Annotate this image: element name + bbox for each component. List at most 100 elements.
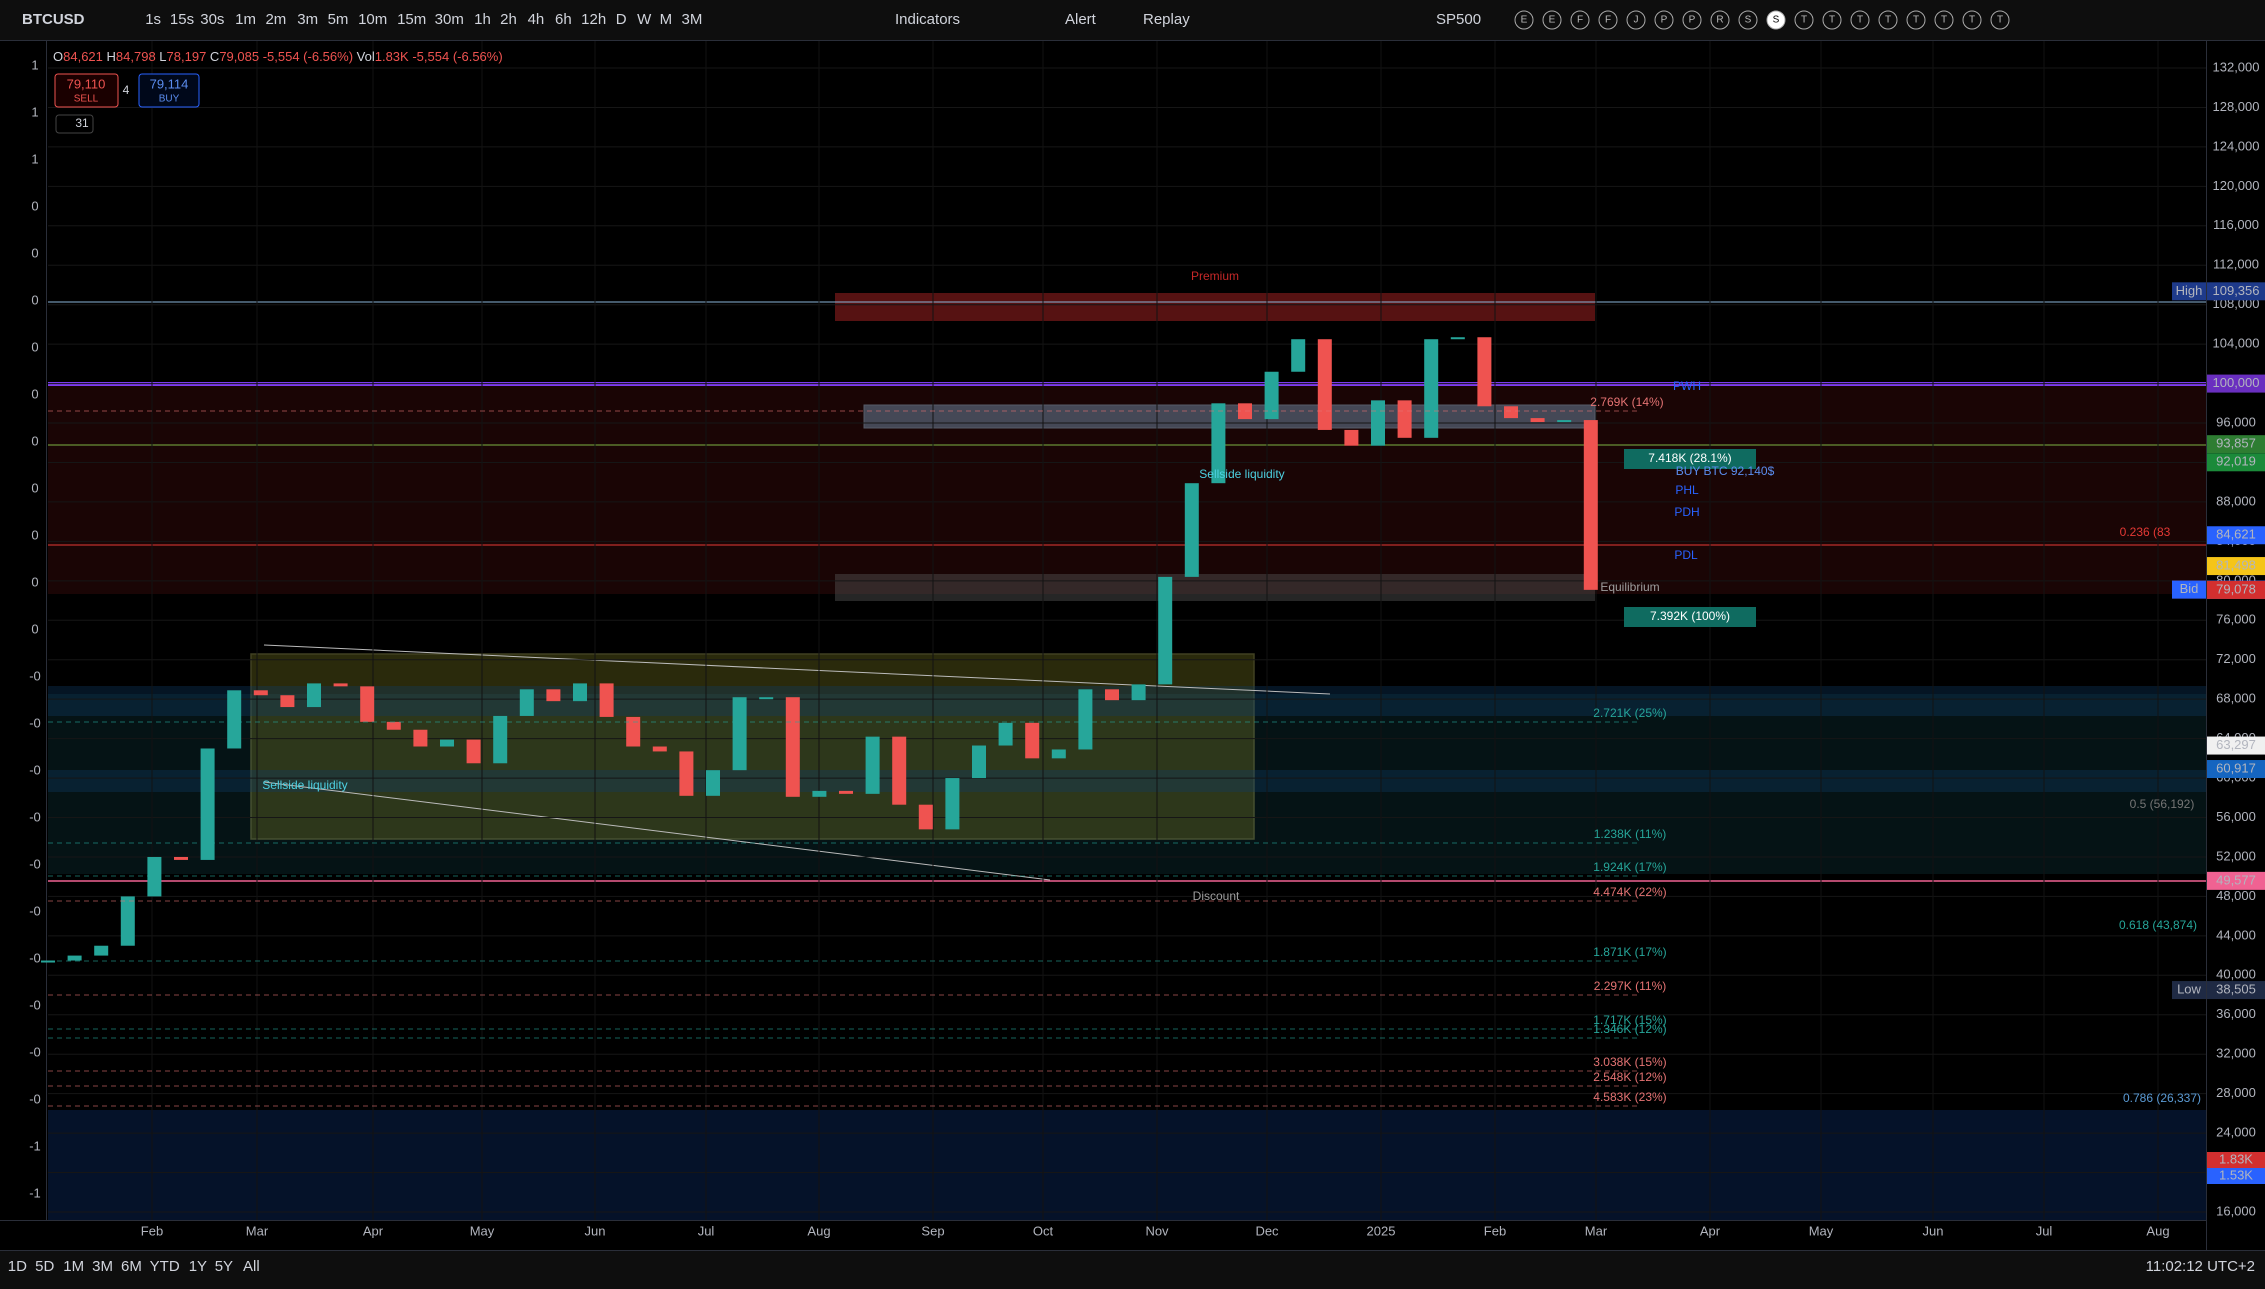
event-badge[interactable] — [1542, 10, 1562, 30]
price-bar — [573, 683, 587, 702]
interval-button[interactable]: 1s — [145, 11, 161, 28]
range-button[interactable]: YTD — [150, 1258, 180, 1275]
interval-button[interactable]: 15s — [170, 11, 194, 28]
interval-button[interactable]: 30s — [200, 11, 224, 28]
event-badge[interactable] — [1822, 10, 1842, 30]
range-button[interactable]: 5D — [35, 1258, 54, 1275]
range-button[interactable]: 1Y — [189, 1258, 207, 1275]
price-tag — [2207, 374, 2265, 393]
indicators-button[interactable]: Indicators — [895, 11, 960, 28]
interval-button[interactable]: 3M — [681, 11, 702, 28]
legend-value: 1.83K — [375, 49, 409, 64]
price-bar — [1450, 337, 1465, 340]
interval-button[interactable]: 2m — [265, 11, 286, 28]
sell-button[interactable] — [54, 73, 119, 108]
interval-button[interactable]: 30m — [435, 11, 464, 28]
price-bar — [253, 690, 268, 696]
event-badge[interactable] — [1850, 10, 1870, 30]
event-badge[interactable] — [1990, 10, 2010, 30]
event-badge[interactable] — [1738, 10, 1758, 30]
event-badge[interactable] — [1906, 10, 1926, 30]
symbol[interactable]: BTCUSD — [22, 11, 85, 28]
replay-button[interactable]: Replay — [1143, 11, 1190, 28]
price-tag-label: 93,857 — [2216, 436, 2256, 451]
interval-button[interactable]: W — [637, 11, 652, 28]
interval-button[interactable]: 5m — [328, 11, 349, 28]
interval-button[interactable]: 15m — [397, 11, 426, 28]
interval-button[interactable]: 2h — [500, 11, 517, 28]
price-bar — [626, 716, 641, 747]
y-tick-label: 124,000 — [2213, 138, 2260, 153]
event-badge[interactable] — [1514, 10, 1534, 30]
range-button[interactable]: 6M — [121, 1258, 142, 1275]
y-tick-label: 44,000 — [2216, 927, 2256, 942]
annotation: 0.618 (43,874) — [2119, 918, 2197, 932]
range-button[interactable]: 1D — [8, 1258, 27, 1275]
y-tick-label: 48,000 — [2216, 888, 2256, 903]
range-button[interactable]: All — [243, 1258, 260, 1275]
price-tag-prefix — [2172, 282, 2206, 301]
y-tick-label: 28,000 — [2216, 1085, 2256, 1100]
event-badge[interactable] — [1962, 10, 1982, 30]
event-badge[interactable] — [1682, 10, 1702, 30]
legend-value: -5,554 (-6.56%) — [263, 49, 353, 64]
buy-button[interactable] — [138, 73, 200, 108]
price-tag-prefix-label: Bid — [2180, 581, 2199, 596]
range-button[interactable]: 1M — [63, 1258, 84, 1275]
volume-tag-label: 1.53K — [2219, 1167, 2253, 1182]
price-bar — [1504, 406, 1518, 419]
event-badge[interactable] — [1626, 10, 1646, 30]
event-letter: T — [1801, 15, 1807, 26]
legend-value: O — [53, 49, 63, 64]
y-tick-label: 68,000 — [2216, 691, 2256, 706]
event-badge[interactable] — [1598, 10, 1618, 30]
interval-button[interactable]: D — [616, 11, 627, 28]
supply-zone — [835, 293, 1595, 321]
interval-button[interactable]: 12h — [581, 11, 606, 28]
legend-value: H — [107, 49, 116, 64]
event-badge[interactable] — [1766, 10, 1786, 30]
event-badge[interactable] — [1570, 10, 1590, 30]
legend-value: L — [159, 49, 166, 64]
left-scale-label: -1 — [29, 1138, 41, 1153]
annotation: Discount — [1193, 889, 1240, 903]
alert-button[interactable]: Alert — [1065, 11, 1097, 28]
price-bar — [1211, 403, 1226, 484]
left-scale-label: -0 — [29, 997, 41, 1012]
annotation: 0.5 (56,192) — [2130, 797, 2195, 811]
interval-button[interactable]: 4h — [528, 11, 545, 28]
interval-button[interactable]: 1m — [235, 11, 256, 28]
price-bar — [333, 683, 348, 687]
interval-button[interactable]: 10m — [358, 11, 387, 28]
interval-button[interactable]: 1h — [474, 11, 491, 28]
legend-value: 78,197 — [167, 49, 207, 64]
price-tag — [2207, 871, 2265, 890]
event-badge[interactable] — [1878, 10, 1898, 30]
event-badge[interactable] — [1654, 10, 1674, 30]
legend-value: -5,554 (-6.56%) — [412, 49, 502, 64]
x-tick-label: Nov — [1145, 1223, 1169, 1238]
event-badge[interactable] — [1934, 10, 1954, 30]
left-scale-label: 0 — [31, 339, 38, 354]
indicator-toggle[interactable] — [55, 114, 94, 134]
event-badge[interactable] — [1794, 10, 1814, 30]
trend-line — [263, 644, 1331, 695]
interval-button[interactable]: M — [660, 11, 673, 28]
range-button[interactable]: 5Y — [215, 1258, 233, 1275]
range-button[interactable]: 3M — [92, 1258, 113, 1275]
x-tick-label: May — [1809, 1223, 1834, 1238]
x-tick-label: Mar — [246, 1223, 269, 1238]
annotation: 1.924K (17%) — [1593, 860, 1666, 874]
interval-button[interactable]: 3m — [297, 11, 318, 28]
y-tick-label: 120,000 — [2213, 178, 2260, 193]
left-scale-label: 1 — [31, 104, 38, 119]
event-badge[interactable] — [1710, 10, 1730, 30]
price-tag-label: 38,505 — [2216, 981, 2256, 996]
price-bar — [839, 790, 853, 794]
annotation: 0.786 (26,337) — [2123, 1091, 2201, 1105]
annotation: 4.474K (22%) — [1593, 885, 1666, 899]
interval-button[interactable]: 6h — [555, 11, 572, 28]
left-scale-label: 0 — [31, 198, 38, 213]
compare-symbol[interactable]: SP500 — [1436, 11, 1481, 28]
